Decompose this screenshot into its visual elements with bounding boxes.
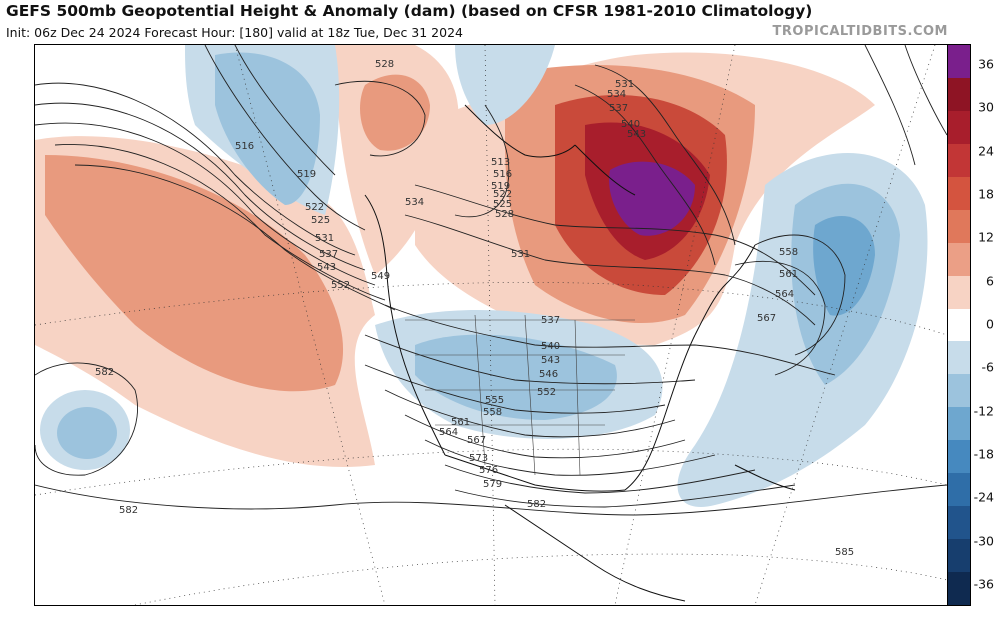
- height-contours: [35, 45, 947, 516]
- map-canvas: 528 531 534 537 540 543 516 519 522 525 …: [35, 45, 947, 605]
- colorbar-label: -12: [973, 403, 994, 419]
- anomaly-colorbar: [947, 44, 971, 606]
- contour-label: 531: [511, 249, 530, 260]
- colorbar-segment: [948, 110, 970, 144]
- contour-label: 576: [479, 465, 498, 476]
- colorbar-label: -24: [973, 489, 994, 505]
- contour-label: 522: [493, 189, 512, 200]
- colorbar-label: 18: [978, 186, 994, 202]
- contour-label: 561: [451, 417, 470, 428]
- contour-label: 528: [375, 59, 394, 70]
- contour-label: 585: [835, 547, 854, 558]
- contour-label: 558: [483, 407, 502, 418]
- contour-label: 534: [607, 89, 626, 100]
- map-title: GEFS 500mb Geopotential Height & Anomaly…: [6, 2, 813, 20]
- contour-label: 582: [119, 505, 138, 516]
- colorbar-segment: [948, 506, 970, 540]
- contour-label: 537: [319, 249, 338, 260]
- contour-label: 552: [331, 280, 350, 291]
- colorbar-segment: [948, 473, 970, 507]
- coastlines: [364, 104, 796, 602]
- contour-label: 519: [491, 181, 510, 192]
- colorbar-label: -36: [973, 576, 994, 592]
- colorbar-segment: [948, 242, 970, 276]
- colorbar-segment: [948, 275, 970, 309]
- colorbar-segment: [948, 143, 970, 177]
- contour-label: 525: [311, 215, 330, 226]
- contour-label: 549: [371, 271, 390, 282]
- contour-label: 555: [485, 395, 504, 406]
- contour-label: 573: [469, 453, 488, 464]
- contour-label: 522: [305, 202, 324, 213]
- contour-label: 516: [235, 141, 254, 152]
- colorbar-segment: [948, 539, 970, 573]
- state-borders: [405, 314, 635, 476]
- contour-label: 543: [317, 262, 336, 273]
- contour-label: 531: [315, 233, 334, 244]
- contour-label: 516: [493, 169, 512, 180]
- colorbar-label: 24: [978, 143, 994, 159]
- contour-label: 579: [483, 479, 502, 490]
- contour-label: 534: [405, 197, 424, 208]
- contour-label: 564: [775, 289, 794, 300]
- colorbar-segment: [948, 440, 970, 474]
- contour-label: 519: [297, 169, 316, 180]
- colorbar-segment: [948, 45, 970, 78]
- contour-label: 546: [539, 369, 558, 380]
- contour-label: 582: [527, 499, 546, 510]
- lat-lon-grid: [35, 45, 947, 605]
- contour-label: 567: [467, 435, 486, 446]
- site-brand[interactable]: TROPICALTIDBITS.COM: [772, 24, 948, 39]
- contour-label: 552: [537, 387, 556, 398]
- colorbar-label: 12: [978, 229, 994, 245]
- colorbar-segment: [948, 308, 970, 342]
- contour-label: 543: [627, 129, 646, 140]
- colorbar-segment: [948, 572, 970, 606]
- colorbar-segment: [948, 176, 970, 210]
- negative-anomaly-strong: [813, 216, 875, 316]
- contour-label: 540: [541, 341, 560, 352]
- contour-label: 567: [757, 313, 776, 324]
- weather-map: 528 531 534 537 540 543 516 519 522 525 …: [34, 44, 948, 606]
- colorbar-label: 0: [986, 316, 994, 332]
- colorbar-label: -18: [973, 446, 994, 462]
- contour-label: 525: [493, 199, 512, 210]
- colorbar-label: -30: [973, 533, 994, 549]
- colorbar-label: 6: [986, 273, 994, 289]
- contour-label: 543: [541, 355, 560, 366]
- colorbar-labels: 36 30 24 18 12 6 0 -6 -12 -18 -24 -30 -3…: [972, 44, 1000, 604]
- contour-label: 513: [491, 157, 510, 168]
- contour-label: 564: [439, 427, 458, 438]
- colorbar-label: 36: [978, 56, 994, 72]
- contour-label: 582: [95, 367, 114, 378]
- positive-anomaly-max: [609, 161, 695, 236]
- colorbar-segment: [948, 407, 970, 441]
- contour-label: 558: [779, 247, 798, 258]
- colorbar-label: 30: [978, 99, 994, 115]
- contour-label: 531: [615, 79, 634, 90]
- colorbar-segment: [948, 209, 970, 243]
- colorbar-segment: [948, 341, 970, 375]
- contour-labels: 528 531 534 537 540 543 516 519 522 525 …: [95, 59, 854, 558]
- map-subtitle: Init: 06z Dec 24 2024 Forecast Hour: [18…: [6, 25, 463, 40]
- contour-label: 537: [541, 315, 560, 326]
- colorbar-label: -6: [981, 359, 994, 375]
- contour-label: 561: [779, 269, 798, 280]
- colorbar-segment: [948, 374, 970, 408]
- contour-label: 540: [621, 119, 640, 130]
- colorbar-segment: [948, 77, 970, 111]
- contour-label: 528: [495, 209, 514, 220]
- contour-label: 537: [609, 103, 628, 114]
